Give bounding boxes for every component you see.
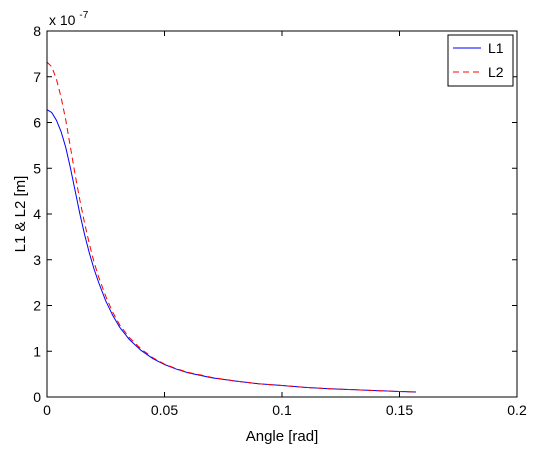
x-tick-label: 0.05 <box>151 402 178 418</box>
x-axis-label: Angle [rad] <box>246 428 319 445</box>
y-exponent: x 10 -7 <box>49 10 89 28</box>
series-lines <box>46 61 416 393</box>
legend-items: L1 L2 <box>453 40 504 80</box>
y-tick-label: 5 <box>33 160 41 176</box>
y-tick-label: 8 <box>33 23 41 39</box>
y-tick-label: 1 <box>33 343 41 359</box>
x-tick-labels: 0 0.05 0.1 0.15 0.2 <box>43 402 527 418</box>
y-tick-label: 6 <box>33 115 41 131</box>
series-line-l1 <box>46 109 416 393</box>
x-tick-label: 0.15 <box>386 402 413 418</box>
x-tick-label: 0 <box>43 402 51 418</box>
y-tick-label: 2 <box>33 298 41 314</box>
plot-area <box>47 31 517 397</box>
y-tick-label: 4 <box>33 206 41 222</box>
y-tick-label: 7 <box>33 69 41 85</box>
x-tick-label: 0.1 <box>272 402 292 418</box>
axes-box <box>46 30 518 398</box>
y-tick-label: 0 <box>33 389 41 405</box>
x-tick-label: 0.2 <box>507 402 527 418</box>
series-line-l2 <box>46 61 416 393</box>
y-exponent-power: -7 <box>79 10 88 21</box>
y-tick-labels: 0 1 2 3 4 5 6 7 8 <box>33 23 41 405</box>
y-axis-label: L1 & L2 [m] <box>12 176 29 253</box>
legend-box <box>447 34 514 87</box>
legend: L1 L2 <box>447 34 514 87</box>
y-exponent-base: x 10 <box>49 12 76 28</box>
legend-label-l1: L1 <box>488 40 504 56</box>
y-tick-label: 3 <box>33 252 41 268</box>
legend-label-l2: L2 <box>488 64 504 80</box>
